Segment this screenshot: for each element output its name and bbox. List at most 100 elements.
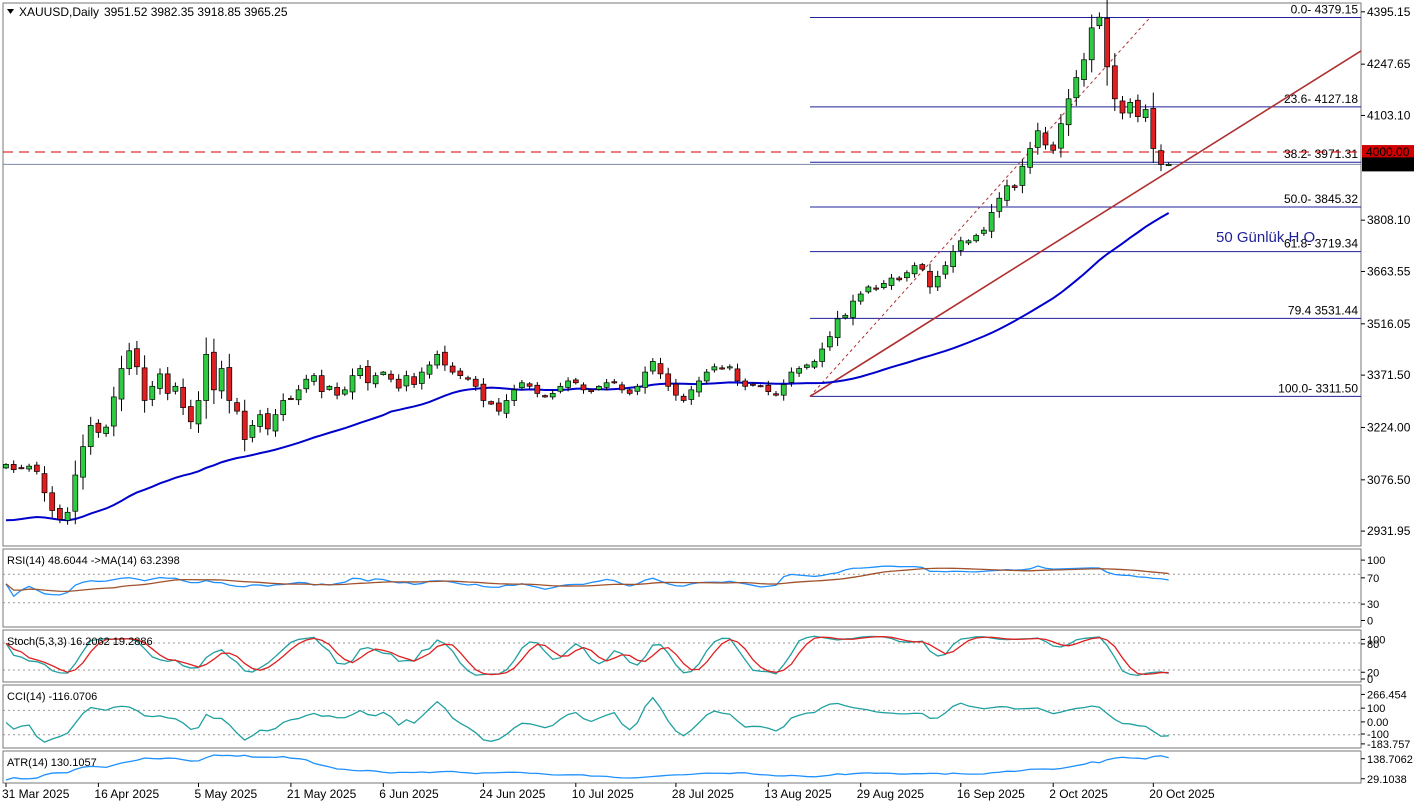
price-tick-label: 4103.10 bbox=[1367, 108, 1411, 122]
candle bbox=[734, 363, 741, 386]
candle-body bbox=[726, 366, 733, 369]
candle-body bbox=[1081, 59, 1087, 81]
atr-indicator: 138.7062 29.1038 bbox=[5, 754, 1413, 786]
candle-body bbox=[1011, 185, 1018, 188]
candle bbox=[126, 342, 133, 376]
indicator-tick-label: -183.757 bbox=[1367, 739, 1410, 751]
candle bbox=[203, 337, 210, 419]
price-tick-label: 2931.95 bbox=[1367, 524, 1411, 538]
candle bbox=[988, 204, 995, 239]
candle-body bbox=[873, 287, 879, 290]
candle bbox=[1034, 122, 1041, 155]
candle-body bbox=[103, 426, 109, 434]
candle-body bbox=[896, 277, 903, 281]
candle bbox=[603, 379, 610, 391]
price-tick-label: 3808.10 bbox=[1367, 213, 1411, 227]
candle-body bbox=[680, 395, 687, 401]
candle bbox=[110, 386, 117, 437]
candle-body bbox=[1050, 144, 1057, 151]
rsi-line bbox=[5, 565, 1169, 598]
candle-body bbox=[557, 385, 564, 392]
candle bbox=[788, 367, 795, 387]
candle bbox=[619, 381, 625, 394]
candle bbox=[403, 370, 410, 392]
indicator-tick-label: 100 bbox=[1367, 703, 1385, 715]
candle bbox=[626, 387, 633, 396]
candle bbox=[596, 385, 602, 391]
candle bbox=[1104, 0, 1110, 86]
candle bbox=[33, 461, 40, 475]
stoch-d-line bbox=[5, 636, 1169, 676]
price-tick-label: 3076.50 bbox=[1367, 473, 1411, 487]
candle-body bbox=[750, 383, 756, 386]
candle-body bbox=[588, 389, 595, 392]
candle bbox=[465, 375, 471, 381]
candle-body bbox=[927, 270, 933, 288]
candle-body bbox=[942, 265, 949, 275]
candle-body bbox=[711, 366, 718, 371]
candle-body bbox=[611, 381, 618, 384]
candle-body bbox=[95, 422, 102, 433]
candle-body bbox=[418, 371, 425, 384]
candle-body bbox=[834, 318, 841, 339]
candle bbox=[888, 274, 895, 290]
candle-body bbox=[580, 384, 587, 391]
candle-body bbox=[734, 368, 741, 382]
candle-body bbox=[449, 365, 456, 373]
candle bbox=[1150, 92, 1157, 163]
candle-body bbox=[757, 385, 764, 388]
candle-body bbox=[1096, 16, 1103, 27]
candle bbox=[834, 310, 841, 347]
price-tick-label: 4395.15 bbox=[1367, 5, 1411, 19]
candle-body bbox=[957, 240, 964, 251]
candle-body bbox=[842, 314, 849, 319]
candle bbox=[519, 379, 525, 391]
candle-body bbox=[457, 370, 464, 376]
candle bbox=[326, 385, 333, 391]
candle bbox=[696, 376, 702, 397]
indicator-tick-label: 266.454 bbox=[1367, 689, 1407, 701]
indicator-tick-label: 100 bbox=[1367, 555, 1385, 567]
dropdown-triangle-icon[interactable] bbox=[7, 9, 14, 14]
candle bbox=[534, 382, 541, 398]
candle bbox=[3, 463, 9, 470]
date-tick-label: 6 Jun 2025 bbox=[379, 787, 439, 801]
candle bbox=[1135, 94, 1141, 123]
candle-body bbox=[911, 265, 918, 275]
candle bbox=[1096, 12, 1103, 30]
candle bbox=[257, 409, 263, 433]
trend-lines bbox=[809, 50, 1362, 398]
candle-body bbox=[395, 378, 402, 389]
candle-body bbox=[18, 467, 25, 470]
candle-body bbox=[349, 375, 356, 393]
indicator-tick-label: 0 bbox=[1367, 615, 1373, 627]
fib-level-label: 38.2- 3971.31 bbox=[1284, 147, 1358, 161]
date-tick-label: 20 Oct 2025 bbox=[1149, 787, 1215, 801]
indicator-tick-label: -100 bbox=[1367, 729, 1389, 741]
candle-body bbox=[703, 371, 710, 382]
candle-body bbox=[303, 378, 310, 390]
candle-body bbox=[1104, 17, 1110, 68]
candle bbox=[811, 359, 818, 370]
price-tick-label: 3663.55 bbox=[1367, 264, 1411, 278]
candle bbox=[549, 390, 556, 400]
candle-body bbox=[1065, 98, 1072, 126]
candle bbox=[642, 366, 648, 394]
price-tick-label: 3224.00 bbox=[1367, 420, 1411, 434]
candle bbox=[372, 372, 379, 388]
candle bbox=[164, 367, 171, 401]
candle bbox=[1058, 114, 1064, 158]
candlesticks bbox=[3, 0, 1172, 525]
candle bbox=[649, 358, 656, 375]
candle bbox=[418, 367, 425, 390]
fib-level-label: 100.0- 3311.50 bbox=[1278, 381, 1358, 395]
candle bbox=[757, 384, 764, 388]
fib-anchor-line bbox=[809, 17, 1151, 397]
candle-body bbox=[280, 400, 287, 416]
candle bbox=[442, 345, 448, 371]
cci-panel-frame bbox=[2, 684, 1362, 749]
candle-body bbox=[33, 464, 40, 472]
candle bbox=[26, 463, 32, 472]
